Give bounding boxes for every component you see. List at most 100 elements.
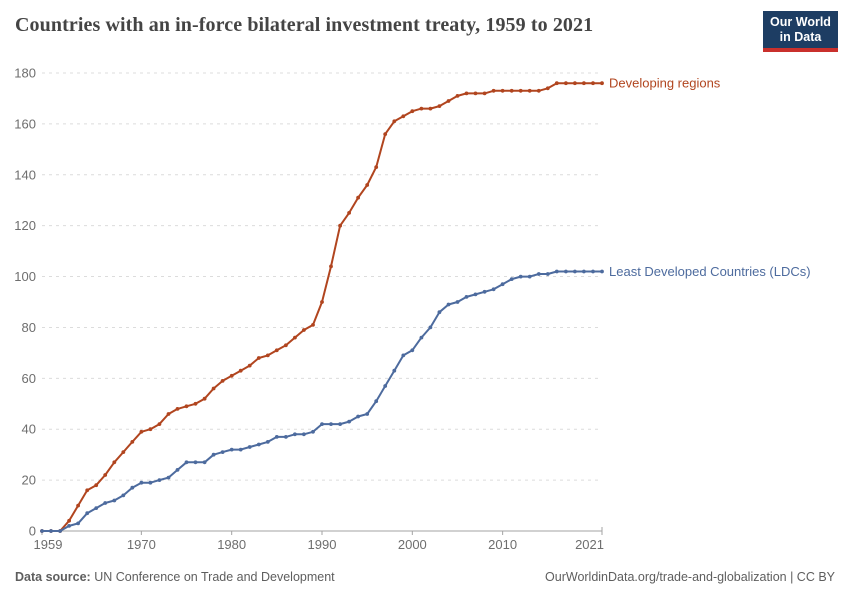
data-point-developing-regions[interactable]: [274, 348, 279, 353]
data-point-ldcs[interactable]: [365, 412, 370, 416]
data-point-ldcs[interactable]: [211, 452, 216, 457]
data-point-developing-regions[interactable]: [573, 81, 577, 86]
data-point-ldcs[interactable]: [302, 432, 306, 437]
data-point-developing-regions[interactable]: [527, 88, 532, 93]
data-point-ldcs[interactable]: [473, 292, 478, 297]
data-point-developing-regions[interactable]: [130, 440, 135, 444]
data-point-developing-regions[interactable]: [509, 88, 514, 93]
data-point-ldcs[interactable]: [157, 478, 162, 482]
data-point-ldcs[interactable]: [338, 422, 342, 426]
data-point-ldcs[interactable]: [564, 269, 568, 274]
data-point-ldcs[interactable]: [347, 419, 351, 424]
data-point-developing-regions[interactable]: [500, 88, 505, 93]
data-point-ldcs[interactable]: [410, 348, 415, 353]
data-point-developing-regions[interactable]: [392, 119, 397, 124]
data-point-developing-regions[interactable]: [67, 518, 71, 523]
data-point-ldcs[interactable]: [401, 353, 406, 358]
data-point-developing-regions[interactable]: [600, 81, 604, 86]
data-point-ldcs[interactable]: [464, 295, 469, 299]
data-point-ldcs[interactable]: [293, 432, 297, 437]
data-point-developing-regions[interactable]: [256, 356, 261, 360]
data-point-ldcs[interactable]: [175, 468, 180, 472]
data-point-ldcs[interactable]: [437, 310, 442, 315]
data-point-developing-regions[interactable]: [193, 401, 198, 406]
data-point-ldcs[interactable]: [40, 529, 44, 533]
data-point-developing-regions[interactable]: [175, 407, 180, 411]
data-point-ldcs[interactable]: [383, 384, 388, 388]
data-point-ldcs[interactable]: [274, 435, 279, 439]
data-point-ldcs[interactable]: [329, 422, 333, 426]
data-point-developing-regions[interactable]: [518, 88, 523, 93]
data-point-developing-regions[interactable]: [401, 114, 406, 119]
data-point-developing-regions[interactable]: [536, 88, 541, 93]
data-point-ldcs[interactable]: [166, 475, 171, 480]
data-point-ldcs[interactable]: [500, 282, 505, 287]
data-point-developing-regions[interactable]: [329, 264, 333, 269]
data-point-ldcs[interactable]: [482, 289, 487, 294]
data-point-ldcs[interactable]: [600, 269, 604, 274]
data-point-ldcs[interactable]: [554, 269, 559, 274]
data-point-developing-regions[interactable]: [365, 183, 370, 187]
data-point-ldcs[interactable]: [58, 529, 62, 533]
data-point-developing-regions[interactable]: [121, 450, 126, 454]
series-end-label-ldcs[interactable]: Least Developed Countries (LDCs): [609, 264, 811, 279]
data-point-ldcs[interactable]: [112, 498, 117, 503]
data-point-ldcs[interactable]: [356, 414, 360, 419]
data-point-developing-regions[interactable]: [554, 81, 559, 86]
data-point-developing-regions[interactable]: [220, 379, 225, 383]
data-point-ldcs[interactable]: [94, 506, 99, 510]
data-point-ldcs[interactable]: [139, 480, 144, 485]
data-point-developing-regions[interactable]: [311, 323, 315, 327]
data-point-developing-regions[interactable]: [473, 91, 478, 96]
data-point-developing-regions[interactable]: [455, 94, 460, 98]
series-line-developing-regions[interactable]: [41, 82, 603, 532]
series-line-ldcs[interactable]: [41, 270, 603, 532]
data-point-developing-regions[interactable]: [410, 109, 415, 114]
data-point-ldcs[interactable]: [148, 480, 153, 485]
data-point-ldcs[interactable]: [121, 493, 126, 498]
data-point-ldcs[interactable]: [284, 435, 288, 439]
data-point-ldcs[interactable]: [85, 511, 90, 516]
data-point-ldcs[interactable]: [184, 460, 189, 465]
data-point-developing-regions[interactable]: [383, 132, 388, 137]
data-point-developing-regions[interactable]: [76, 503, 80, 508]
data-point-developing-regions[interactable]: [284, 343, 288, 348]
attribution-link[interactable]: OurWorldinData.org/trade-and-globalizati…: [545, 570, 835, 584]
data-point-ldcs[interactable]: [591, 269, 595, 274]
data-point-developing-regions[interactable]: [320, 300, 324, 304]
data-point-ldcs[interactable]: [428, 325, 433, 330]
data-point-ldcs[interactable]: [193, 460, 198, 465]
data-point-developing-regions[interactable]: [103, 473, 108, 477]
data-point-developing-regions[interactable]: [582, 81, 586, 86]
data-point-ldcs[interactable]: [76, 521, 80, 526]
data-point-ldcs[interactable]: [247, 445, 252, 449]
data-point-developing-regions[interactable]: [265, 353, 270, 358]
data-point-developing-regions[interactable]: [591, 81, 595, 86]
data-point-ldcs[interactable]: [238, 447, 243, 452]
data-point-ldcs[interactable]: [446, 302, 451, 307]
data-point-developing-regions[interactable]: [482, 91, 487, 96]
data-point-ldcs[interactable]: [509, 277, 514, 281]
data-point-developing-regions[interactable]: [419, 106, 424, 111]
data-point-developing-regions[interactable]: [238, 368, 243, 373]
data-point-ldcs[interactable]: [103, 501, 108, 505]
data-point-developing-regions[interactable]: [293, 335, 297, 340]
data-point-developing-regions[interactable]: [437, 104, 442, 108]
data-point-ldcs[interactable]: [536, 272, 541, 276]
data-point-developing-regions[interactable]: [112, 460, 117, 465]
data-point-ldcs[interactable]: [130, 485, 135, 490]
data-point-developing-regions[interactable]: [247, 363, 252, 368]
series-end-label-developing-regions[interactable]: Developing regions: [609, 76, 721, 91]
data-point-developing-regions[interactable]: [211, 386, 216, 391]
data-point-ldcs[interactable]: [545, 272, 550, 276]
data-point-ldcs[interactable]: [419, 335, 424, 340]
data-point-ldcs[interactable]: [202, 460, 207, 465]
data-point-ldcs[interactable]: [518, 274, 523, 279]
data-point-developing-regions[interactable]: [428, 106, 433, 111]
data-point-developing-regions[interactable]: [338, 223, 342, 228]
data-point-developing-regions[interactable]: [157, 422, 162, 426]
data-point-developing-regions[interactable]: [302, 328, 306, 332]
data-point-ldcs[interactable]: [455, 300, 460, 304]
data-point-developing-regions[interactable]: [347, 211, 351, 215]
data-point-ldcs[interactable]: [320, 422, 324, 426]
